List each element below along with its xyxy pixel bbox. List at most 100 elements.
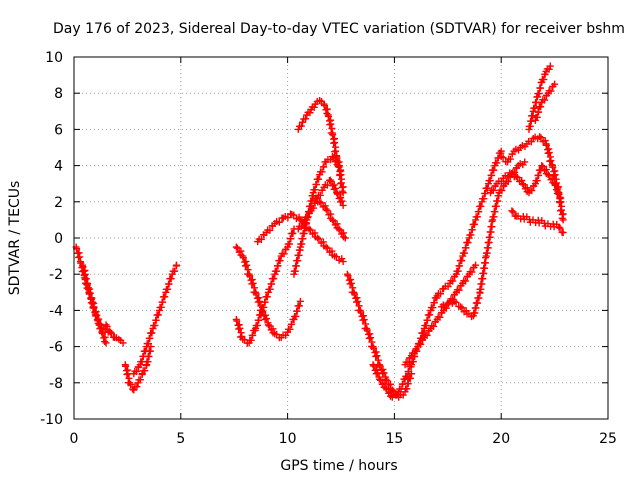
- data-point-fill: [493, 159, 501, 167]
- data-point-fill: [154, 311, 162, 319]
- data-point: [126, 379, 134, 387]
- data-point-fill: [124, 370, 132, 378]
- data-point-fill: [489, 187, 497, 195]
- data-point-fill: [528, 112, 536, 120]
- data-point-fill: [473, 299, 481, 307]
- data-point-fill: [383, 385, 391, 393]
- data-point-fill: [236, 324, 244, 332]
- data-point-fill: [344, 272, 352, 280]
- plot-frame: [73, 56, 609, 420]
- data-point-fill: [292, 262, 300, 270]
- data-point: [382, 375, 390, 383]
- data-point-fill: [417, 340, 425, 348]
- data-point-fill: [139, 352, 147, 360]
- data-point: [457, 303, 465, 311]
- data-point-fill: [360, 316, 368, 324]
- data-point-fill: [532, 98, 540, 106]
- data-point-fill: [338, 187, 346, 195]
- data-point: [328, 216, 336, 224]
- data-point: [264, 321, 272, 329]
- data-point: [519, 180, 527, 188]
- data-point-fill: [284, 214, 292, 222]
- tick-layer: 0 5 10 15 20 25 -10 -8 -6 -4 -2 0 2 4 6 8 10: [40, 50, 617, 447]
- y-tick-label: 4: [54, 159, 63, 175]
- data-point-fill: [141, 367, 149, 375]
- data-point: [296, 297, 304, 305]
- data-point-fill: [157, 303, 165, 311]
- data-point-fill: [468, 226, 476, 234]
- y-tick-label: 6: [54, 122, 63, 138]
- data-point-fill: [101, 338, 109, 346]
- data-point-fill: [430, 299, 438, 307]
- y-axis-label: SDTVAR / TECUs: [7, 181, 23, 296]
- data-point-fill: [239, 254, 247, 262]
- data-point-fill: [158, 298, 166, 306]
- data-point-fill: [551, 181, 559, 189]
- x-axis-label: GPS time / hours: [280, 458, 397, 474]
- data-point-fill: [518, 176, 526, 184]
- data-point-fill: [76, 253, 84, 261]
- data-point-fill: [437, 290, 445, 298]
- data-point-fill: [287, 320, 295, 328]
- data-point-fill: [286, 235, 294, 243]
- data-point-fill: [499, 154, 507, 162]
- data-point-fill: [476, 202, 484, 210]
- data-point-fill: [136, 376, 144, 384]
- data-point-fill: [257, 235, 265, 243]
- data-point-fill: [423, 316, 431, 324]
- data-point-fill: [152, 316, 160, 324]
- data-point-fill: [357, 308, 365, 316]
- data-point: [382, 384, 390, 392]
- data-point-fill: [151, 321, 159, 329]
- data-point-fill: [436, 313, 444, 321]
- data-point-fill: [481, 189, 489, 197]
- data-point-fill: [92, 311, 100, 319]
- data-point-fill: [293, 257, 301, 265]
- data-point-fill: [319, 163, 327, 171]
- data-point-fill: [376, 376, 384, 384]
- data-point-fill: [309, 204, 317, 212]
- data-point-fill: [455, 286, 463, 294]
- data-point-fill: [480, 264, 488, 272]
- data-point-fill: [273, 267, 281, 275]
- data-point-fill: [79, 263, 87, 271]
- grid-layer: [74, 57, 608, 419]
- data-point: [316, 198, 324, 206]
- data-point: [557, 198, 565, 206]
- data-point-fill: [266, 285, 274, 293]
- data-point: [299, 118, 307, 126]
- data-point-fill: [246, 272, 254, 280]
- data-point-fill: [533, 113, 541, 121]
- data-point-fill: [410, 349, 418, 357]
- y-tick-label: 10: [45, 50, 63, 66]
- data-point-fill: [324, 112, 332, 120]
- data-point-fill: [458, 304, 466, 312]
- data-point-fill: [547, 87, 555, 95]
- data-point: [339, 189, 347, 197]
- data-point-fill: [288, 229, 296, 237]
- data-point-fill: [321, 102, 329, 110]
- data-point-fill: [363, 326, 371, 334]
- data-point-fill: [336, 226, 344, 234]
- data-point-fill: [545, 65, 553, 73]
- data-point-fill: [347, 279, 355, 287]
- data-point-fill: [297, 223, 305, 231]
- y-tick-label: 0: [54, 231, 63, 247]
- data-point-fill: [471, 304, 479, 312]
- data-point-fill: [551, 171, 559, 179]
- x-tick-label: 25: [599, 431, 617, 447]
- data-point-fill: [332, 253, 340, 261]
- data-point: [328, 153, 336, 161]
- data-point-fill: [367, 334, 375, 342]
- data-point-fill: [290, 211, 298, 219]
- data-point-fill: [98, 330, 106, 338]
- data-point-fill: [252, 290, 260, 298]
- y-tick-label: -4: [49, 303, 63, 319]
- data-point: [536, 133, 544, 141]
- data-point-fill: [461, 249, 469, 257]
- data-point-fill: [165, 280, 173, 288]
- data-point-fill: [545, 149, 553, 157]
- data-point-fill: [247, 336, 255, 344]
- data-point: [173, 261, 181, 269]
- data-point-fill: [483, 184, 491, 192]
